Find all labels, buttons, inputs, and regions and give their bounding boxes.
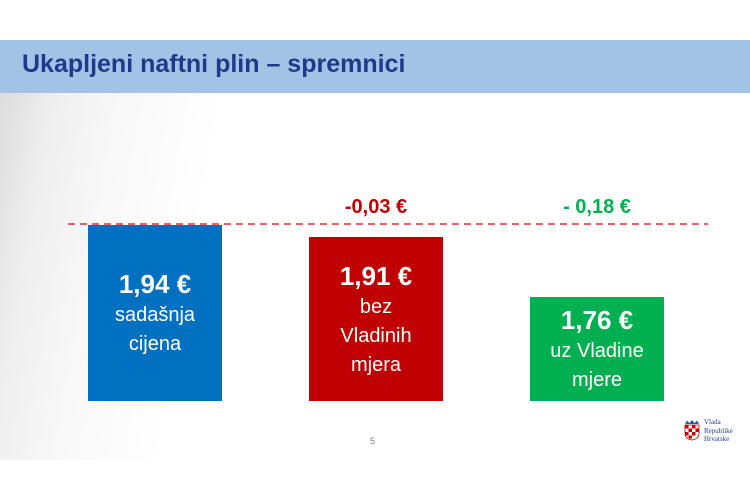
bar-value-label: 1,76 € xyxy=(560,305,634,335)
bar-description-line: mjera xyxy=(350,353,401,376)
price-change-label: -0,03 € xyxy=(344,196,408,218)
coat-of-arms-icon xyxy=(684,420,700,441)
logo-text: Vlada Republike Hrvatske xyxy=(704,418,733,444)
bar-description-line: sadašnja xyxy=(114,304,196,326)
slide: Ukapljeni naftni plin – spremnici 1,94 €… xyxy=(0,40,750,460)
price-bar: 1,91 € bez Vladinih mjera xyxy=(309,237,443,401)
bar-description-line: uz Vladine xyxy=(550,340,644,362)
bar-value-label: 1,91 € xyxy=(339,260,413,291)
page-number: 5 xyxy=(370,436,376,446)
bar-description-line: mjere xyxy=(571,369,622,391)
price-change-label: - 0,18 € xyxy=(563,196,631,218)
bar-description-line: bez xyxy=(359,295,393,318)
logo-line: Republike xyxy=(704,426,733,435)
bar-description-line: cijena xyxy=(128,333,182,355)
logo-line: Hrvatske xyxy=(704,435,730,443)
title-bar: Ukapljeni naftni plin – spremnici xyxy=(0,40,750,93)
price-bar: 1,94 € sadašnja cijena xyxy=(88,225,222,401)
bar-value-label: 1,94 € xyxy=(118,269,192,299)
logo-line: Vlada xyxy=(704,418,721,426)
bar-description-line: Vladinih xyxy=(340,324,412,347)
price-bar: 1,76 € uz Vladine mjere xyxy=(530,297,664,401)
reference-line-layer xyxy=(68,223,708,225)
government-logo: Vlada Republike Hrvatske xyxy=(682,417,742,453)
slide-title: Ukapljeni naftni plin – spremnici xyxy=(22,50,406,78)
